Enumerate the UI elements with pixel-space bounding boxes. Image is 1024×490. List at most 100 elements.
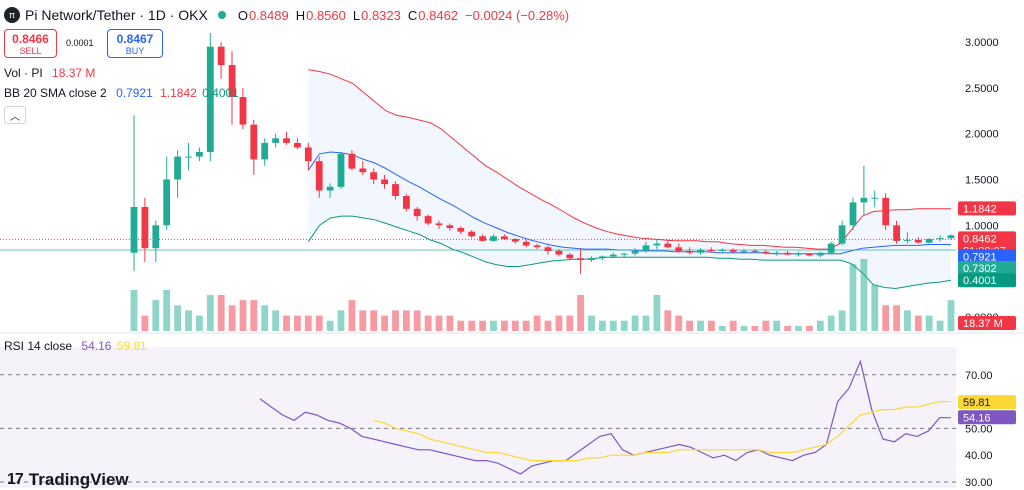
candle-body bbox=[882, 197, 890, 226]
candle-body bbox=[729, 250, 737, 252]
last-price-tag: 0.8462 bbox=[963, 233, 997, 245]
bb-lower-tag-bg bbox=[958, 273, 1016, 288]
volume-bar bbox=[566, 315, 574, 331]
candle-body bbox=[773, 252, 781, 254]
volume-bar bbox=[501, 320, 508, 331]
bb-upper-tag: 1.1842 bbox=[963, 203, 997, 215]
candle-body bbox=[283, 138, 290, 143]
candle-body bbox=[272, 138, 279, 143]
volume-bar bbox=[697, 320, 704, 331]
spread-value: 0.0001 bbox=[66, 38, 94, 48]
volume-bar bbox=[326, 320, 334, 331]
candle-body bbox=[196, 152, 203, 157]
volume-bar bbox=[217, 295, 225, 331]
bollinger-legend-label: BB 20 SMA close 2 bbox=[4, 86, 107, 100]
volume-legend[interactable]: Vol · PI 18.37 M bbox=[4, 66, 95, 80]
volume-bar bbox=[304, 315, 312, 331]
candle-body bbox=[664, 243, 672, 248]
volume-bar bbox=[816, 320, 824, 331]
bollinger-basis-value: 0.7921 bbox=[116, 86, 153, 100]
price-axis-tick: 1.0000 bbox=[965, 220, 999, 232]
candle-body bbox=[620, 253, 628, 255]
volume-bar bbox=[686, 320, 693, 331]
buy-button[interactable]: 0.8467 BUY bbox=[107, 29, 163, 58]
price-axis-tick: 2.0000 bbox=[965, 129, 999, 141]
volume-bar bbox=[533, 315, 541, 331]
candle-body bbox=[718, 250, 726, 251]
candle-body bbox=[261, 142, 269, 160]
volume-bar bbox=[381, 315, 388, 331]
volume-bar bbox=[925, 315, 933, 331]
candle-body bbox=[653, 243, 661, 246]
sell-label: SELL bbox=[19, 45, 42, 56]
volume-tag-bg bbox=[958, 316, 1016, 330]
volume-bar bbox=[272, 310, 279, 331]
bollinger-upper-value: 1.1842 bbox=[160, 86, 197, 100]
tradingview-logo[interactable]: 17 TradingView bbox=[7, 470, 129, 490]
volume-bar bbox=[511, 320, 519, 331]
candle-body bbox=[337, 153, 345, 187]
volume-bar bbox=[784, 325, 791, 331]
symbol-title[interactable]: Pi Network/Tether · 1D · OKX bbox=[25, 7, 208, 23]
bollinger-legend[interactable]: BB 20 SMA close 2 0.7921 1.1842 0.4001 bbox=[4, 86, 239, 100]
volume-bar bbox=[522, 320, 530, 331]
volume-bar bbox=[653, 295, 661, 331]
volume-bar bbox=[795, 325, 802, 331]
candle-body bbox=[795, 253, 802, 255]
candle-body bbox=[141, 207, 149, 249]
volume-bar bbox=[838, 310, 846, 331]
support-tag-bg bbox=[958, 261, 1016, 275]
bb-basis-tag-bg bbox=[958, 249, 1016, 264]
collapse-legend-button[interactable]: ︿ bbox=[4, 106, 26, 124]
candle-body bbox=[501, 236, 508, 239]
volume-bar bbox=[904, 310, 911, 331]
rsi-axis-tick: 30.00 bbox=[965, 477, 993, 488]
candle-body bbox=[490, 236, 497, 241]
candle-body bbox=[936, 238, 944, 240]
rsi-tag: 54.16 bbox=[963, 412, 991, 424]
candle-body bbox=[784, 252, 791, 255]
candle-body bbox=[304, 147, 312, 162]
support-tag: 0.7302 bbox=[963, 263, 997, 275]
volume-bar bbox=[555, 315, 563, 331]
candle-body bbox=[370, 172, 378, 180]
volume-bar bbox=[403, 310, 410, 331]
buy-label: BUY bbox=[125, 45, 145, 56]
candle-body bbox=[206, 46, 214, 153]
candle-body bbox=[740, 250, 748, 252]
volume-bar bbox=[849, 264, 857, 331]
price-axis-tick: 1.5000 bbox=[965, 175, 999, 187]
volume-bar bbox=[130, 289, 138, 331]
candle-body bbox=[152, 225, 160, 249]
volume-bar bbox=[762, 320, 770, 331]
rsi-line bbox=[259, 359, 951, 475]
volume-bar bbox=[479, 320, 486, 331]
candle-body bbox=[185, 156, 192, 158]
volume-bar bbox=[315, 315, 323, 331]
rsi-axis-tick: 40.00 bbox=[965, 450, 993, 462]
candle-body bbox=[708, 250, 715, 251]
volume-bar bbox=[490, 320, 497, 331]
volume-bar bbox=[588, 315, 595, 331]
volume-bar bbox=[348, 300, 356, 331]
volume-bar bbox=[206, 295, 214, 331]
rsi-ma-legend-value: 59.81 bbox=[116, 339, 147, 353]
volume-bar bbox=[392, 310, 399, 331]
volume-bar bbox=[163, 289, 171, 331]
market-status-dot-icon bbox=[217, 11, 226, 19]
volume-bar bbox=[577, 295, 584, 331]
candle-body bbox=[457, 228, 465, 232]
rsi-legend[interactable]: RSI 14 close 54.16 59.81 bbox=[4, 339, 147, 353]
volume-bar bbox=[141, 315, 149, 331]
candle-body bbox=[871, 197, 879, 199]
sell-button[interactable]: 0.8466 SELL bbox=[4, 29, 57, 58]
price-axis-tick: 3.0000 bbox=[965, 37, 999, 49]
tradingview-mark-icon: 17 bbox=[7, 471, 24, 488]
volume-bar bbox=[882, 305, 890, 331]
volume-bar bbox=[185, 310, 192, 331]
volume-tag: 18.37 M bbox=[963, 318, 1003, 330]
bb-lower-tag: 0.4001 bbox=[963, 275, 997, 287]
low-key: L bbox=[352, 7, 361, 23]
volume-bar bbox=[871, 284, 879, 331]
